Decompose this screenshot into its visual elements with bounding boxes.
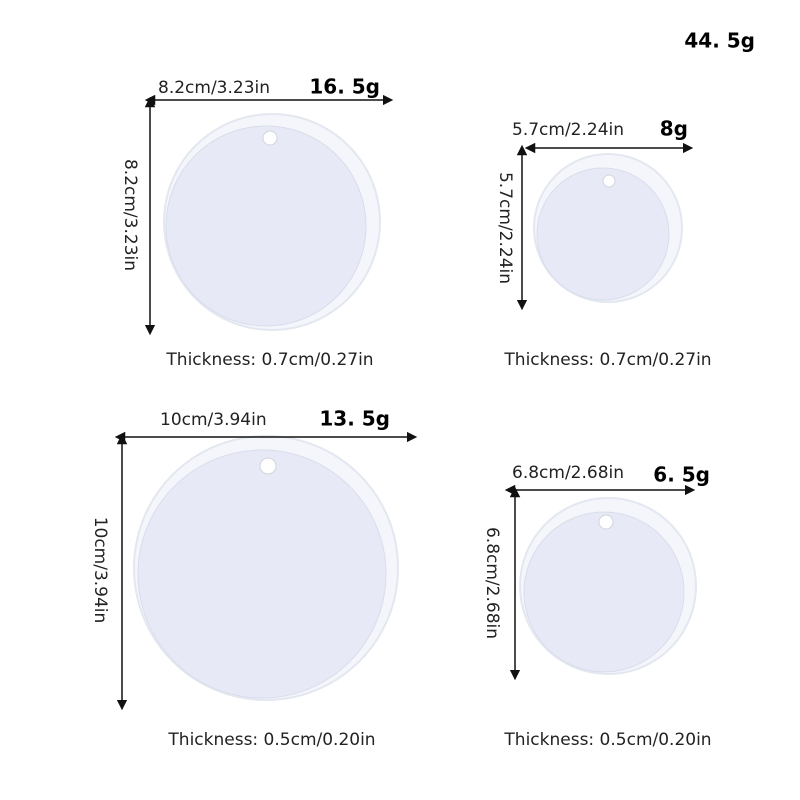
thickness: Thickness: 0.5cm/0.20in [167, 730, 375, 750]
mold-item: 6.8cm/2.68in 6. 5g 6.8cm/2.68in Thicknes… [482, 463, 712, 751]
height-label: 8.2cm/3.23in [120, 159, 140, 271]
width-label: 6.8cm/2.68in [512, 463, 624, 483]
height-label: 10cm/3.94in [90, 517, 110, 624]
total-weight: 44. 5g [684, 29, 755, 53]
weight: 6. 5g [653, 463, 710, 487]
width-label: 5.7cm/2.24in [512, 120, 624, 140]
height-label: 6.8cm/2.68in [482, 527, 502, 639]
height-label: 5.7cm/2.24in [495, 172, 515, 284]
width-label: 8.2cm/3.23in [158, 78, 270, 98]
thickness: Thickness: 0.7cm/0.27in [165, 350, 373, 370]
weight: 16. 5g [309, 75, 380, 99]
weight: 8g [660, 117, 688, 141]
thickness: Thickness: 0.7cm/0.27in [503, 350, 711, 370]
mold-item: 10cm/3.94in 13. 5g 10cm/3.94in Thickness… [90, 407, 418, 750]
weight: 13. 5g [319, 407, 390, 431]
mold-item: 8.2cm/3.23in 16. 5g 8.2cm/3.23in Thickne… [120, 75, 394, 370]
width-label: 10cm/3.94in [160, 410, 267, 430]
mold-item: 5.7cm/2.24in 8g 5.7cm/2.24in Thickness: … [495, 117, 712, 371]
thickness: Thickness: 0.5cm/0.20in [503, 730, 711, 750]
